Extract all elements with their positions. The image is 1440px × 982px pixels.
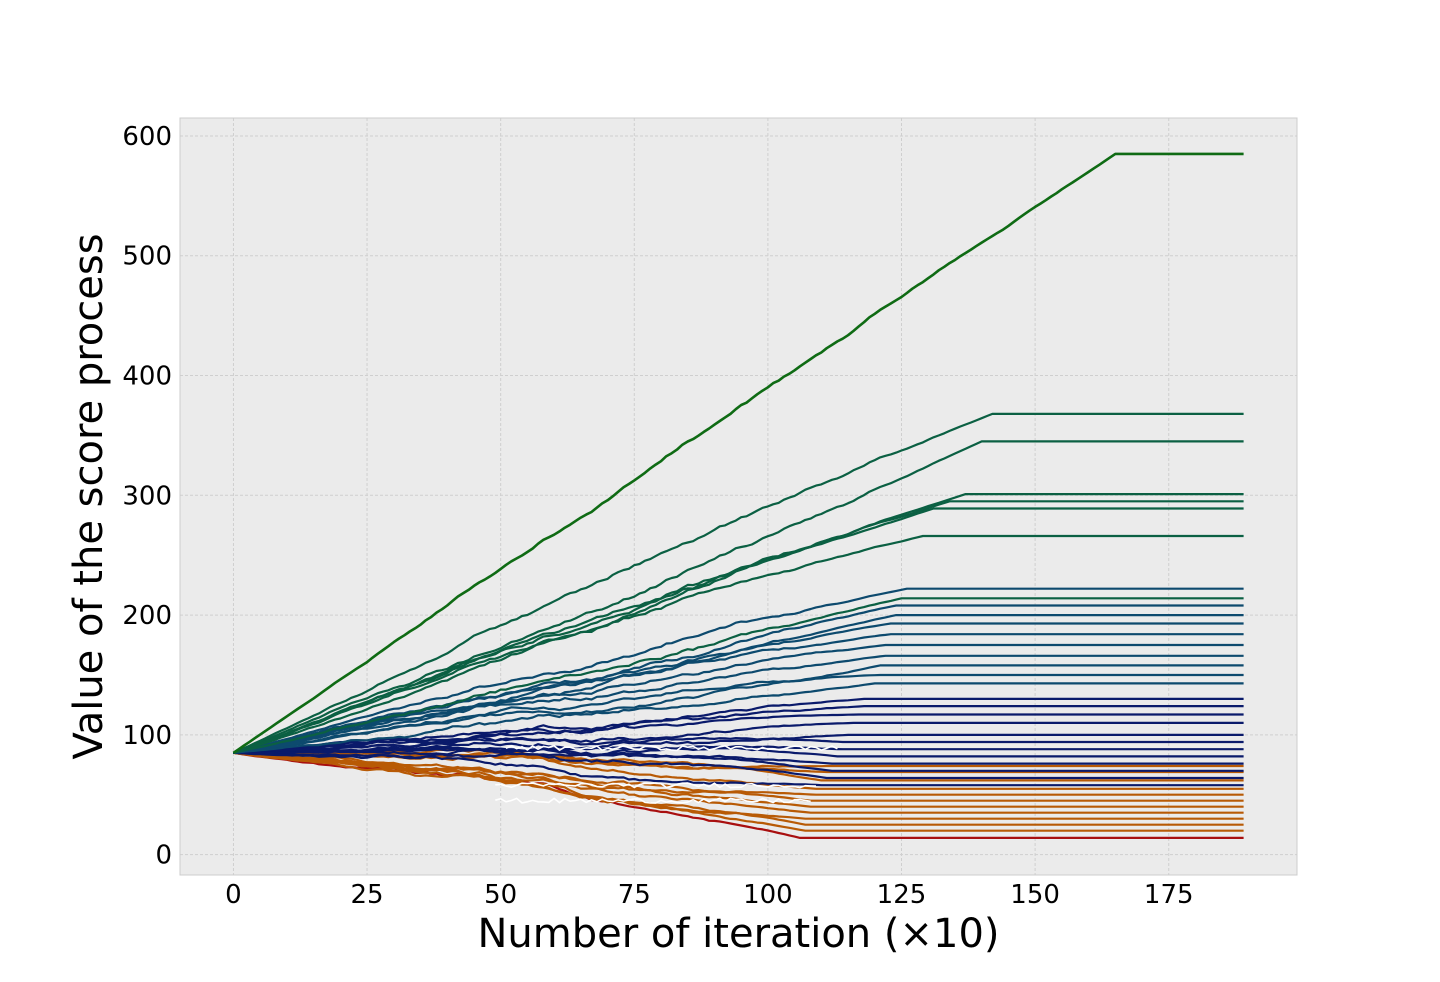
y-tick-label: 100 [122,721,172,751]
series-line-mid-27 [233,745,1244,772]
y-tick-label: 300 [122,481,172,511]
y-axis-label: Value of the score process [66,233,112,759]
x-axis-label: Number of iteration (×10) [478,911,1000,957]
x-tick-label: 125 [877,880,927,910]
series-line-mid-20 [233,713,1244,754]
series-line-mid-28 [233,751,1244,780]
series-lines [232,152,1244,839]
highlight-line [495,797,811,804]
x-tick-label: 100 [743,880,793,910]
series-line-high-2 [232,440,1244,754]
x-tick-label: 50 [484,880,517,910]
series-line-upper_mid-7 [233,587,1244,754]
plot-frame [179,117,1298,876]
series-line-high-1 [232,412,1244,754]
y-tick-label: 600 [122,122,172,152]
series-line-lower-39 [233,751,1244,826]
series-line-mid-23 [233,735,1244,754]
y-tick-label: 400 [122,362,172,392]
x-tick-label: 0 [225,880,242,910]
series-line-high-5 [233,507,1244,754]
x-tick-label: 175 [1144,880,1194,910]
x-tick-label: 150 [1010,880,1060,910]
highlight-line [505,744,838,752]
y-tick-label: 500 [122,242,172,272]
series-line-upper_mid-16 [233,673,1244,754]
series-line-high-8 [233,597,1244,754]
series-line-high-6 [233,534,1244,754]
series-line-top-0 [232,152,1244,754]
x-tick-label: 25 [351,880,384,910]
series-line-upper_mid-9 [233,604,1244,754]
x-tick-label: 75 [618,880,651,910]
x-axis-ticks: 0 25 50 75 100 125 150 175 [225,880,1193,910]
y-axis-ticks: 0 100 200 300 400 500 600 [122,122,172,871]
series-line-upper_mid-12 [233,633,1244,754]
series-line-mid-29 [233,751,1244,787]
y-tick-label: 200 [122,601,172,631]
y-tick-label: 0 [155,841,172,871]
series-line-upper_mid-17 [233,682,1244,754]
highlight-line [495,782,817,789]
series-line-mid-25 [233,741,1244,758]
series-line-upper_mid-14 [233,654,1244,754]
